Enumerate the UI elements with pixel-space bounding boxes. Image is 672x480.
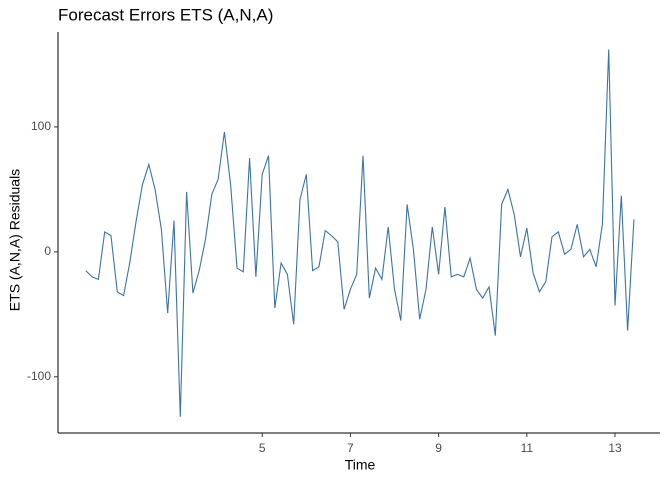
chart-title: Forecast Errors ETS (A,N,A) <box>58 5 273 24</box>
series-line <box>85 49 635 417</box>
x-tick-label: 7 <box>347 441 354 455</box>
x-tick-label: 11 <box>521 441 534 455</box>
y-tick-label: 100 <box>31 119 51 133</box>
y-tick-label: -100 <box>27 369 51 383</box>
x-tick-label: 9 <box>435 441 442 455</box>
x-tick-label: 13 <box>608 441 622 455</box>
x-tick-label: 5 <box>259 441 266 455</box>
y-axis-title: ETS (A,N,A) Residuals <box>7 169 23 311</box>
y-tick-label: 0 <box>44 244 51 258</box>
x-axis-title: Time <box>345 457 376 473</box>
